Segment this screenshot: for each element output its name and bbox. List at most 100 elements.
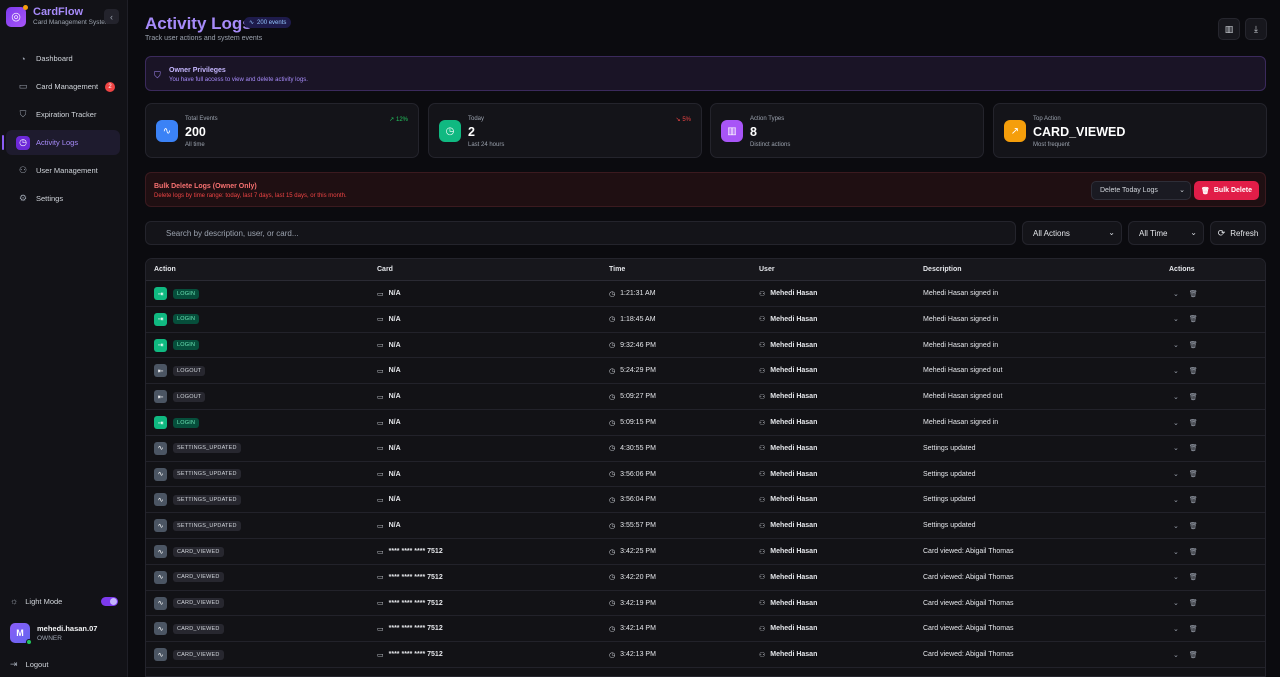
analytics-button[interactable]: ▥ xyxy=(1218,18,1240,40)
refresh-icon: ⟳ xyxy=(1217,227,1226,238)
user-name: Mehedi Hasan xyxy=(770,599,818,607)
user-profile[interactable]: M mehedi.hasan.07 OWNER xyxy=(10,623,98,645)
table-row[interactable]: ⇤ LOGOUT ▭ N/A ◷ 5:24:29 PM ⚇ Mehedi Hasan Mehed… xyxy=(146,358,1265,385)
time-filter-select[interactable]: All Time ⌄ xyxy=(1128,221,1204,245)
table-row[interactable]: ∿ CARD_VIEWED ▭ **** **** **** 7512 ◷ 3:42:25… xyxy=(146,539,1265,565)
sidebar-item-card-management[interactable]: ▭ Card Management 2 xyxy=(6,74,120,99)
expand-chevron-icon[interactable]: ⌄ xyxy=(1173,367,1179,375)
clock-icon: ◷ xyxy=(609,342,616,350)
trash-icon[interactable]: 🗑 xyxy=(1188,548,1198,556)
user-name: mehedi.hasan.07 xyxy=(37,624,98,633)
expand-chevron-icon[interactable]: ⌄ xyxy=(1173,496,1179,504)
table-row[interactable]: ∿ SETTINGS_UPDATED ▭ N/A ◷ 3:56:04 PM ⚇ Mehedi … xyxy=(146,487,1265,514)
description-text: Mehedi Hasan signed in xyxy=(923,290,999,297)
user-cell: ⚇ Mehedi Hasan xyxy=(759,539,817,564)
user-icon: ⚇ xyxy=(759,471,766,479)
refresh-button[interactable]: ⟳ Refresh xyxy=(1210,221,1266,245)
user-icon: ⚇ xyxy=(759,342,766,350)
stat-card-top-action: ↗ Top Action CARD_VIEWED Most frequent xyxy=(993,103,1267,158)
trash-icon[interactable]: 🗑 xyxy=(1188,316,1198,324)
card-icon: ▭ xyxy=(377,625,384,633)
action-badge: CARD_VIEWED xyxy=(173,649,224,660)
sidebar-item-dashboard[interactable]: ◔ Dashboard xyxy=(6,46,120,71)
user-icon: ⚇ xyxy=(759,419,766,427)
owner-privileges-banner: ⛉ Owner Privileges You have full access … xyxy=(145,56,1266,91)
table-row[interactable]: ∿ CARD_VIEWED ▭ **** **** **** 7512 ◷ 3:42:19… xyxy=(146,591,1265,617)
user-name: Mehedi Hasan xyxy=(770,290,818,297)
trash-icon[interactable]: 🗑 xyxy=(1188,574,1198,582)
description-cell: Settings updated xyxy=(923,513,976,538)
expand-chevron-icon[interactable]: ⌄ xyxy=(1173,290,1179,298)
user-name: Mehedi Hasan xyxy=(770,444,818,452)
table-row[interactable]: ⇥ LOGIN ▭ N/A ◷ 1:18:45 AM ⚇ Mehedi Hasan Mehedi… xyxy=(146,307,1265,333)
light-mode-toggle[interactable] xyxy=(101,596,118,606)
trash-icon[interactable]: 🗑 xyxy=(1188,522,1198,530)
action-badge: SETTINGS_UPDATED xyxy=(173,443,241,454)
table-row[interactable]: ∿ CARD_VIEWED ▭ **** **** **** 7512 ◷ 3:42:13… xyxy=(146,642,1265,668)
expand-chevron-icon[interactable]: ⌄ xyxy=(1173,471,1179,479)
stat-label: Total Events xyxy=(185,116,218,122)
sidebar-item-activity-logs[interactable]: ◷ Activity Logs xyxy=(2,130,120,155)
bulk-delete-button[interactable]: 🗑 Bulk Delete xyxy=(1194,181,1259,200)
row-actions: ⌄ 🗑 xyxy=(1173,436,1208,461)
action-badge: CARD_VIEWED xyxy=(173,572,224,583)
expand-chevron-icon[interactable]: ⌄ xyxy=(1173,651,1179,659)
card-cell: ▭ N/A xyxy=(377,384,401,409)
user-name: Mehedi Hasan xyxy=(770,470,818,478)
bulk-delete-range-select[interactable]: Delete Today Logs ⌄ xyxy=(1091,181,1191,200)
action-badge: LOGIN xyxy=(173,314,200,325)
table-row[interactable]: ∿ CARD_VIEWED ▭ **** **** **** 7512 ◷ 3:42:20… xyxy=(146,565,1265,591)
trash-icon[interactable]: 🗑 xyxy=(1188,393,1198,401)
table-row[interactable]: ∿ SETTINGS_UPDATED ▭ N/A ◷ 3:55:57 PM ⚇ Mehedi … xyxy=(146,513,1265,539)
card-number: N/A xyxy=(388,290,401,297)
description-cell: Card viewed: Abigail Thomas xyxy=(923,565,1014,590)
user-icon: ⚇ xyxy=(759,290,766,298)
expand-chevron-icon[interactable]: ⌄ xyxy=(1173,574,1179,582)
card-number: **** **** **** 7512 xyxy=(388,573,443,581)
user-icon: ⚇ xyxy=(759,522,766,530)
history-icon: ◷ xyxy=(16,135,30,150)
trash-icon[interactable]: 🗑 xyxy=(1188,471,1198,479)
sidebar-item-settings[interactable]: ⚙ Settings xyxy=(6,186,120,211)
action-filter-select[interactable]: All Actions ⌄ xyxy=(1022,221,1122,245)
trash-icon[interactable]: 🗑 xyxy=(1188,367,1198,375)
trash-icon[interactable]: 🗑 xyxy=(1188,419,1198,427)
table-row[interactable]: ∿ CARD_VIEWED ▭ **** **** **** 7512 ◷ 3:42:14… xyxy=(146,616,1265,643)
time-value: 3:42:14 PM xyxy=(620,625,656,633)
expand-chevron-icon[interactable]: ⌄ xyxy=(1173,445,1179,453)
trash-icon[interactable]: 🗑 xyxy=(1188,496,1198,504)
trash-icon[interactable]: 🗑 xyxy=(1188,342,1198,350)
clock-icon: ◷ xyxy=(609,548,616,556)
brand[interactable]: ◎ CardFlow Card Management System xyxy=(6,4,110,27)
table-row[interactable]: ⇥ LOGIN ▭ N/A ◷ 9:32:46 PM ⚇ Mehedi Hasan Mehedi… xyxy=(146,333,1265,359)
table-row[interactable]: ⇥ LOGIN ▭ N/A ◷ 1:21:31 AM ⚇ Mehedi Hasan Mehedi… xyxy=(146,281,1265,307)
row-actions: ⌄ 🗑 xyxy=(1173,565,1208,590)
expand-chevron-icon[interactable]: ⌄ xyxy=(1173,548,1179,556)
table-row[interactable]: ∿ SETTINGS_UPDATED ▭ N/A ◷ 4:30:55 PM ⚇ Mehedi … xyxy=(146,436,1265,462)
expand-chevron-icon[interactable]: ⌄ xyxy=(1173,522,1179,530)
expand-chevron-icon[interactable]: ⌄ xyxy=(1173,316,1179,324)
logout-button[interactable]: ⇥ Logout xyxy=(10,659,49,670)
search-input[interactable]: Search by description, user, or card... xyxy=(145,221,1016,245)
trash-icon[interactable]: 🗑 xyxy=(1188,600,1198,608)
table-row[interactable]: ∿ SETTINGS_UPDATED ▭ N/A ◷ 3:56:06 PM ⚇ Mehedi … xyxy=(146,462,1265,488)
expand-chevron-icon[interactable]: ⌄ xyxy=(1173,419,1179,427)
activity-icon: ∿ xyxy=(154,596,167,610)
collapse-sidebar-button[interactable]: ‹ xyxy=(104,9,119,24)
description-text: Card viewed: Abigail Thomas xyxy=(923,625,1014,633)
expand-chevron-icon[interactable]: ⌄ xyxy=(1173,393,1179,401)
expand-chevron-icon[interactable]: ⌄ xyxy=(1173,342,1179,350)
trash-icon[interactable]: 🗑 xyxy=(1188,651,1198,659)
trash-icon[interactable]: 🗑 xyxy=(1188,625,1198,633)
trash-icon[interactable]: 🗑 xyxy=(1188,290,1198,298)
sidebar-item-expiration-tracker[interactable]: ⛉ Expiration Tracker xyxy=(6,102,120,127)
export-button[interactable]: ⤓ xyxy=(1245,18,1267,40)
card-cell: ▭ N/A xyxy=(377,436,401,461)
expand-chevron-icon[interactable]: ⌄ xyxy=(1173,625,1179,633)
table-row[interactable]: ⇥ LOGIN ▭ N/A ◷ 5:09:15 PM ⚇ Mehedi Hasan Mehedi… xyxy=(146,410,1265,436)
sidebar-item-user-management[interactable]: ⚇ User Management xyxy=(6,158,120,183)
trash-icon[interactable]: 🗑 xyxy=(1188,445,1198,453)
table-row[interactable]: ⇤ LOGOUT ▭ N/A ◷ 5:09:27 PM ⚇ Mehedi Hasan Mehed… xyxy=(146,384,1265,410)
expand-chevron-icon[interactable]: ⌄ xyxy=(1173,600,1179,608)
card-icon: ▭ xyxy=(377,600,384,608)
